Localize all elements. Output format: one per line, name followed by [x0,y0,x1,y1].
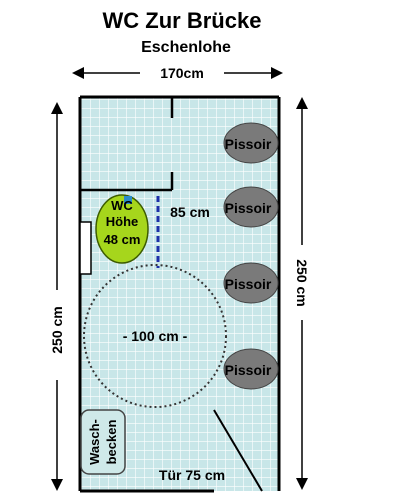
wc-toilet: WC Höhe 48 cm [95,194,149,264]
door-leaf [213,409,263,492]
toilet-bowl [95,194,149,264]
urinal-2: Pissoir [223,186,279,228]
urinal-1: Pissoir [223,122,279,164]
wc-clearance-label: 85 cm [170,204,210,220]
walls [78,95,281,493]
wc-partition [80,97,174,192]
right-dimension-label: 250 cm [294,259,310,306]
wc-cistern [79,221,92,275]
flush-button [124,196,132,204]
urinal-label: Pissoir [225,200,272,216]
urinal-3: Pissoir [223,262,279,304]
plan-subtitle: Eschenlohe [141,39,231,56]
urinal-4: Pissoir [223,348,279,390]
urinal-label: Pissoir [225,276,272,292]
wc-label-line1: WC [111,198,133,213]
top-dimension: 170cm [72,65,283,81]
left-dimension: 250 cm [49,102,65,491]
sink-label-line2: becken [104,420,119,465]
turning-circle-label: - 100 cm - [123,328,188,344]
top-dimension-label: 170cm [160,65,204,81]
sink: Wasch- becken [80,409,126,475]
urinal-label: Pissoir [225,362,272,378]
right-dimension: 250 cm [294,97,310,490]
door-label: Tür 75 cm [159,467,225,483]
turning-circle [83,264,227,408]
wc-label-line3: 48 cm [104,232,141,247]
urinal-label: Pissoir [225,136,272,152]
left-dimension-label: 250 cm [49,306,65,353]
sink-label-line1: Wasch- [87,419,102,465]
wc-label-line2: Höhe [106,214,139,229]
plan-title: WC Zur Brücke [103,8,262,33]
